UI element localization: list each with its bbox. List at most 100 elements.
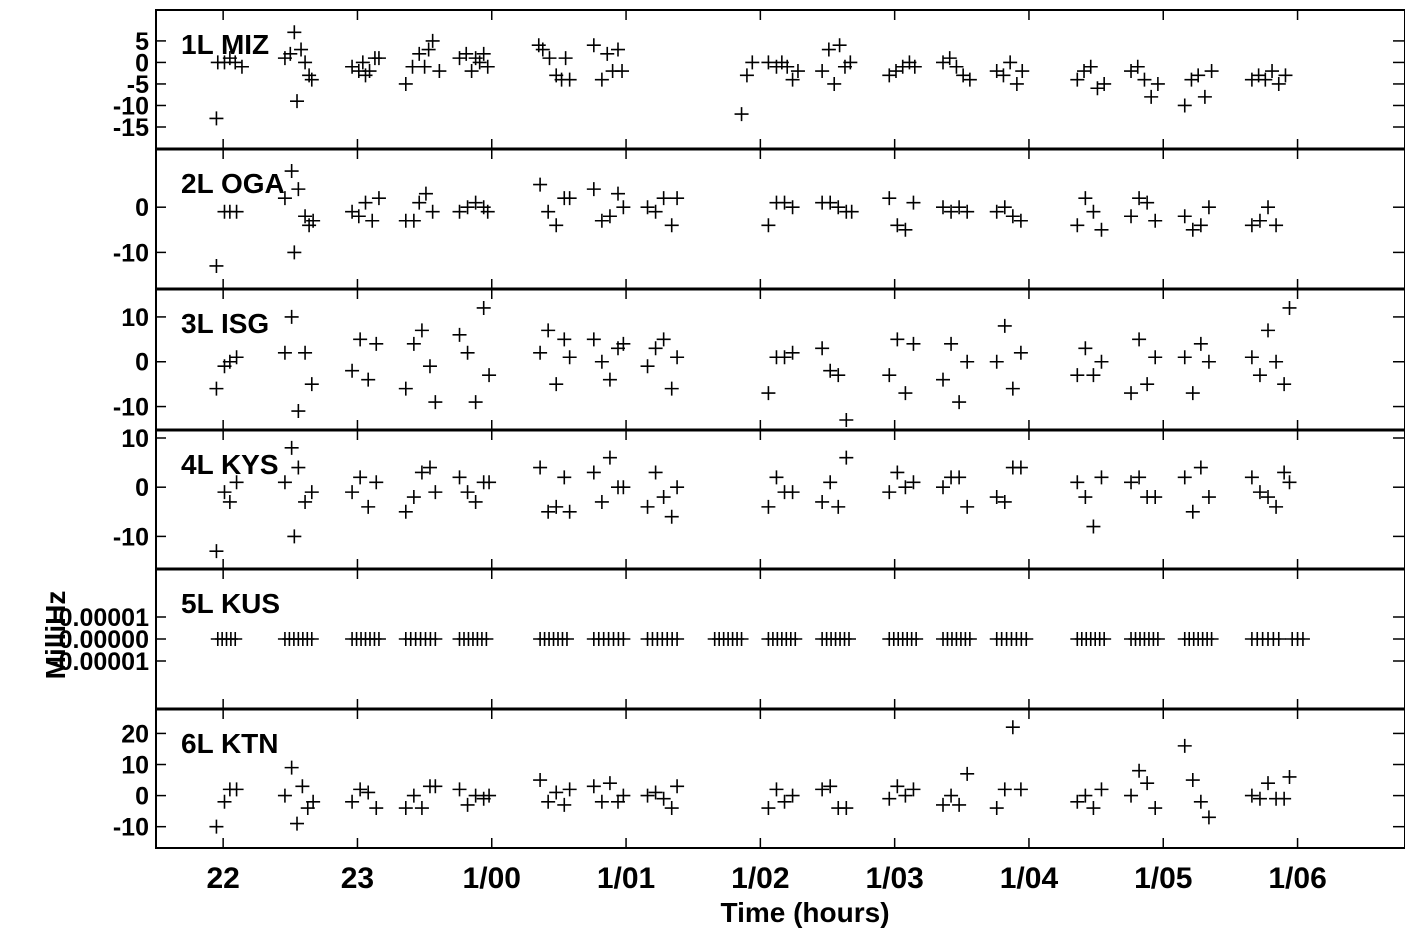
data-point xyxy=(882,791,897,806)
data-point xyxy=(843,55,858,70)
data-point xyxy=(640,200,655,215)
data-point xyxy=(562,72,577,87)
y-tick-label: -5 xyxy=(127,71,149,99)
data-point xyxy=(890,465,905,480)
data-point xyxy=(670,779,685,794)
data-point xyxy=(844,204,859,219)
data-point xyxy=(417,59,432,74)
data-point xyxy=(1295,632,1310,646)
data-point xyxy=(1252,368,1267,383)
data-point xyxy=(1244,218,1259,233)
data-point xyxy=(1005,381,1020,396)
data-point xyxy=(734,632,749,646)
data-point xyxy=(361,785,376,800)
data-point xyxy=(656,490,671,505)
data-point xyxy=(1148,801,1163,816)
data-point xyxy=(670,350,685,365)
data-point xyxy=(1185,504,1200,519)
data-point xyxy=(1148,213,1163,228)
data-point xyxy=(464,64,479,79)
data-point xyxy=(405,59,420,74)
data-point xyxy=(656,191,671,206)
y-tick-label: 0.00000 xyxy=(59,626,149,654)
data-point xyxy=(602,450,617,465)
data-point xyxy=(432,64,447,79)
data-point xyxy=(533,345,548,360)
data-point xyxy=(217,485,232,500)
data-point xyxy=(1177,350,1192,365)
data-point xyxy=(422,359,437,374)
data-point xyxy=(1013,213,1028,228)
data-point xyxy=(557,332,572,347)
x-tick-label: 22 xyxy=(206,862,239,895)
data-point xyxy=(414,801,429,816)
data-point xyxy=(468,195,483,210)
data-point xyxy=(209,544,224,559)
data-point xyxy=(277,191,292,206)
data-point xyxy=(1271,76,1286,91)
data-point xyxy=(353,782,368,797)
data-point xyxy=(586,779,601,794)
data-point xyxy=(229,782,244,797)
data-point xyxy=(421,42,436,57)
y-tick-label: 20 xyxy=(121,720,149,748)
data-point xyxy=(777,195,792,210)
data-point xyxy=(839,450,854,465)
data-point xyxy=(541,323,556,338)
data-point xyxy=(480,204,495,219)
data-point xyxy=(615,64,630,79)
data-point xyxy=(1282,769,1297,784)
data-point xyxy=(831,200,846,215)
data-point xyxy=(785,485,800,500)
data-point xyxy=(229,475,244,490)
data-point xyxy=(831,368,846,383)
data-marks xyxy=(209,25,1310,834)
data-point xyxy=(562,350,577,365)
data-point xyxy=(549,785,564,800)
data-point xyxy=(1005,720,1020,735)
data-point xyxy=(1177,738,1192,753)
data-point xyxy=(882,191,897,206)
data-point xyxy=(656,791,671,806)
data-point xyxy=(1137,72,1152,87)
data-point xyxy=(277,475,292,490)
data-point xyxy=(1201,200,1216,215)
data-point xyxy=(906,475,921,490)
data-point xyxy=(952,200,967,215)
data-point xyxy=(907,59,922,74)
data-point xyxy=(306,794,321,809)
data-point xyxy=(1201,354,1216,369)
data-point xyxy=(398,504,413,519)
data-point xyxy=(533,177,548,192)
data-point xyxy=(209,819,224,834)
x-tick-label: 1/05 xyxy=(1134,862,1192,895)
data-point xyxy=(361,499,376,514)
y-tick-label: -15 xyxy=(113,114,149,142)
data-point xyxy=(294,42,309,57)
data-point xyxy=(839,801,854,816)
data-point xyxy=(952,395,967,410)
data-point xyxy=(1282,300,1297,315)
data-point xyxy=(815,782,830,797)
data-point xyxy=(788,632,803,646)
data-point xyxy=(1252,485,1267,500)
data-point xyxy=(1094,470,1109,485)
data-point xyxy=(1204,632,1219,646)
data-point xyxy=(209,111,224,126)
data-point xyxy=(1070,368,1085,383)
data-point xyxy=(1078,341,1093,356)
data-point xyxy=(1271,632,1286,646)
data-point xyxy=(1185,773,1200,788)
data-point xyxy=(358,195,373,210)
data-point xyxy=(761,218,776,233)
data-point xyxy=(962,632,977,646)
data-point xyxy=(1019,632,1034,646)
data-point xyxy=(345,794,360,809)
data-point xyxy=(306,213,321,228)
data-point xyxy=(1132,763,1147,778)
data-point xyxy=(1193,218,1208,233)
data-point xyxy=(406,788,421,803)
data-point xyxy=(1070,794,1085,809)
data-point xyxy=(1094,782,1109,797)
data-point xyxy=(425,204,440,219)
